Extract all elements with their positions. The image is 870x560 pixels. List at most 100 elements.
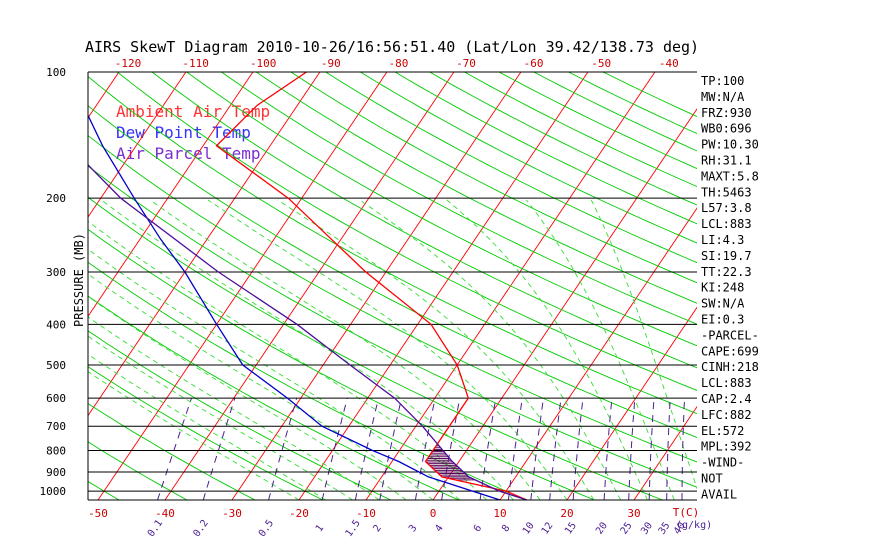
dry-adiabat-line xyxy=(88,196,663,500)
data-clip xyxy=(88,72,528,500)
stat-item: LFC:882 xyxy=(701,408,752,422)
pressure-tick-label: 100 xyxy=(46,66,66,79)
moist-adiabat-line xyxy=(88,248,461,500)
dry-adiabat-line xyxy=(88,105,697,438)
mixing-ratio-line xyxy=(507,398,523,500)
mixing-ratio-line xyxy=(414,398,436,500)
air-parcel-temp-line xyxy=(88,164,528,500)
isotherm-line xyxy=(88,72,254,318)
dry-adiabat-line xyxy=(88,228,595,500)
stat-item: TH:5463 xyxy=(701,185,752,199)
dry-adiabat-line xyxy=(88,261,527,500)
legend-air-parcel-temp: Air Parcel Temp xyxy=(116,144,261,163)
stat-item: -PARCEL- xyxy=(701,328,759,342)
stat-item: PW:10.30 xyxy=(701,138,759,152)
moist-adiabat-line xyxy=(101,199,514,500)
isotherm-line xyxy=(231,72,522,500)
mixing-ratio-tick-label: 1.5 xyxy=(344,518,363,539)
dry-adiabat-line xyxy=(88,403,256,500)
mixing-ratio-tick-label: 10 xyxy=(521,520,537,536)
mixing-ratio-tick-label: 0.5 xyxy=(257,518,276,539)
temp-axis-unit-label: T(C) xyxy=(673,506,700,519)
pressure-tick-label: 400 xyxy=(46,318,66,331)
stat-item: CAPE:699 xyxy=(701,344,759,358)
dry-adiabat-line xyxy=(360,72,697,244)
isotherm-line xyxy=(164,72,455,500)
mixing-ratio-line xyxy=(666,398,671,500)
top-temp-tick-label: -70 xyxy=(456,57,476,70)
stat-item: FRZ:930 xyxy=(701,106,752,120)
isotherm-line xyxy=(88,72,321,417)
top-temp-tick-label: -80 xyxy=(388,57,408,70)
mixing-ratio-tick-label: 20 xyxy=(594,520,610,536)
top-temp-tick-label: -40 xyxy=(659,57,679,70)
stat-item: L57:3.8 xyxy=(701,201,752,215)
mixing-ratio-tick-label: 8 xyxy=(500,523,512,534)
mixing-ratio-line xyxy=(681,398,685,500)
isotherm-line xyxy=(432,108,697,500)
pressure-tick-label: 700 xyxy=(46,420,66,433)
top-temp-tick-label: -100 xyxy=(250,57,277,70)
mixing-ratio-tick-label: 1 xyxy=(314,523,326,534)
bottom-temp-tick-label: -50 xyxy=(88,507,108,520)
bottom-temp-tick-label: -40 xyxy=(155,507,175,520)
mixing-ratio-line xyxy=(202,397,236,500)
dry-adiabat-line xyxy=(88,134,697,463)
moist-adiabat-line xyxy=(88,316,380,500)
mixing-ratio-line xyxy=(628,398,636,500)
stat-item: RH:31.1 xyxy=(701,154,752,168)
moist-adiabat-line xyxy=(88,273,434,500)
y-axis-label: PRESSURE (MB) xyxy=(72,233,86,327)
top-temp-tick-label: -90 xyxy=(321,57,341,70)
top-temp-tick-label: -60 xyxy=(524,57,544,70)
bottom-temp-tick-label: -30 xyxy=(222,507,242,520)
dry-adiabat-line xyxy=(255,72,697,304)
bottom-temp-tick-label: 20 xyxy=(560,507,573,520)
stat-item: TT:22.3 xyxy=(701,265,752,279)
isotherm-line xyxy=(88,72,120,119)
dry-adiabat-line xyxy=(533,72,697,152)
dry-adiabat-line xyxy=(221,72,697,325)
stat-item: SI:19.7 xyxy=(701,249,752,263)
stat-item: AVAIL xyxy=(701,487,737,501)
pressure-tick-label: 300 xyxy=(46,266,66,279)
mixing-ratio-line xyxy=(530,398,544,500)
bottom-temp-tick-label: 30 xyxy=(627,507,640,520)
moist-adiabat-line xyxy=(446,199,648,500)
dry-adiabat-line xyxy=(464,72,697,188)
stat-item: LCL:883 xyxy=(701,217,752,231)
mixing-ratio-line xyxy=(549,398,562,500)
moist-adiabat-line xyxy=(525,199,675,500)
dry-adiabat-line xyxy=(290,72,697,284)
pressure-tick-label: 600 xyxy=(46,392,66,405)
legend-dew-point-temp: Dew Point Temp xyxy=(116,123,251,142)
isotherm-line xyxy=(768,72,870,500)
dry-adiabat-line xyxy=(88,165,697,488)
grid-clip xyxy=(88,72,870,500)
dry-adiabat-line xyxy=(429,72,697,206)
pressure-tick-label: 1000 xyxy=(40,485,67,498)
mixing-ratio-line xyxy=(479,398,497,500)
stat-item: KI:248 xyxy=(701,281,744,295)
stat-item: MPL:392 xyxy=(701,440,752,454)
isotherm-line xyxy=(835,72,870,500)
mixing-ratio-tick-label: 6 xyxy=(472,523,484,534)
mixing-ratio-unit-label: (g/kg) xyxy=(676,520,712,531)
bottom-temp-tick-label: 0 xyxy=(430,507,437,520)
moist-adiabat-line xyxy=(88,371,300,500)
stat-item: CINH:218 xyxy=(701,360,759,374)
stat-item: TP:100 xyxy=(701,74,744,88)
stat-item: EI:0.3 xyxy=(701,313,744,327)
dry-adiabat-line xyxy=(88,480,120,500)
mixing-ratio-line xyxy=(648,398,655,500)
stat-item: LI:4.3 xyxy=(701,233,744,247)
stat-item: MW:N/A xyxy=(701,90,745,104)
stat-item: EL:572 xyxy=(701,424,744,438)
mixing-ratio-line xyxy=(157,397,192,500)
mixing-ratio-tick-label: 35 xyxy=(657,520,673,536)
isotherm-line xyxy=(97,72,388,500)
mixing-ratio-tick-label: 2 xyxy=(371,523,383,534)
stat-item: WB0:696 xyxy=(701,122,752,136)
top-temp-tick-label: -50 xyxy=(591,57,611,70)
